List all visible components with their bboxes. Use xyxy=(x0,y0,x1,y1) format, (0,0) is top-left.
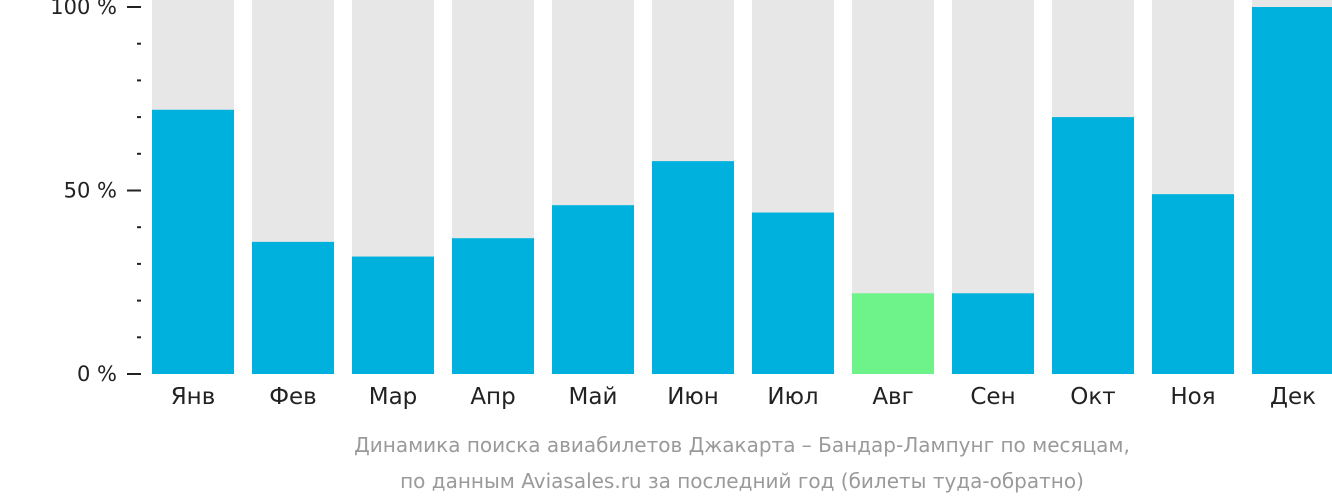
x-tick-label: Сен xyxy=(970,384,1015,410)
x-tick-label: Янв xyxy=(171,384,216,410)
y-tick-label: 50 % xyxy=(64,179,117,203)
x-tick-label: Апр xyxy=(470,384,515,410)
x-axis: Янв Фев Мар Апр Май Июн Июл Авг Сен Окт Ноя Дек xyxy=(171,384,1316,410)
x-tick-label: Авг xyxy=(872,384,913,410)
bar-2 xyxy=(252,241,334,374)
x-tick-label: Фев xyxy=(269,384,317,410)
y-axis: 0 % 50 % 100 % xyxy=(50,0,141,386)
data-bars xyxy=(152,7,1332,374)
x-tick-label: Мар xyxy=(369,384,418,410)
x-tick-label: Май xyxy=(569,384,618,410)
x-tick-label: Июл xyxy=(767,384,818,410)
chart-caption: Динамика поиска авиабилетов Джакарта – Б… xyxy=(354,433,1130,493)
bar-9 xyxy=(952,293,1034,374)
y-tick-label: 0 % xyxy=(77,362,117,386)
bar-5 xyxy=(552,205,634,374)
bar-3 xyxy=(352,256,434,374)
x-tick-label: Окт xyxy=(1070,384,1115,410)
bar-1 xyxy=(152,109,234,374)
bar-6 xyxy=(652,161,734,374)
x-tick-label: Ноя xyxy=(1170,384,1215,410)
x-tick-label: Дек xyxy=(1270,384,1316,410)
x-tick-label: Июн xyxy=(667,384,719,410)
y-tick-label: 100 % xyxy=(50,0,117,19)
caption-line-1: Динамика поиска авиабилетов Джакарта – Б… xyxy=(354,433,1130,457)
caption-line-2: по данным Aviasales.ru за последний год … xyxy=(400,469,1084,493)
bar-11 xyxy=(1152,194,1234,374)
bar-12 xyxy=(1252,7,1332,374)
bar-7 xyxy=(752,212,834,374)
bar-10 xyxy=(1052,117,1134,374)
bar-4 xyxy=(452,238,534,374)
bar-8 xyxy=(852,293,934,374)
